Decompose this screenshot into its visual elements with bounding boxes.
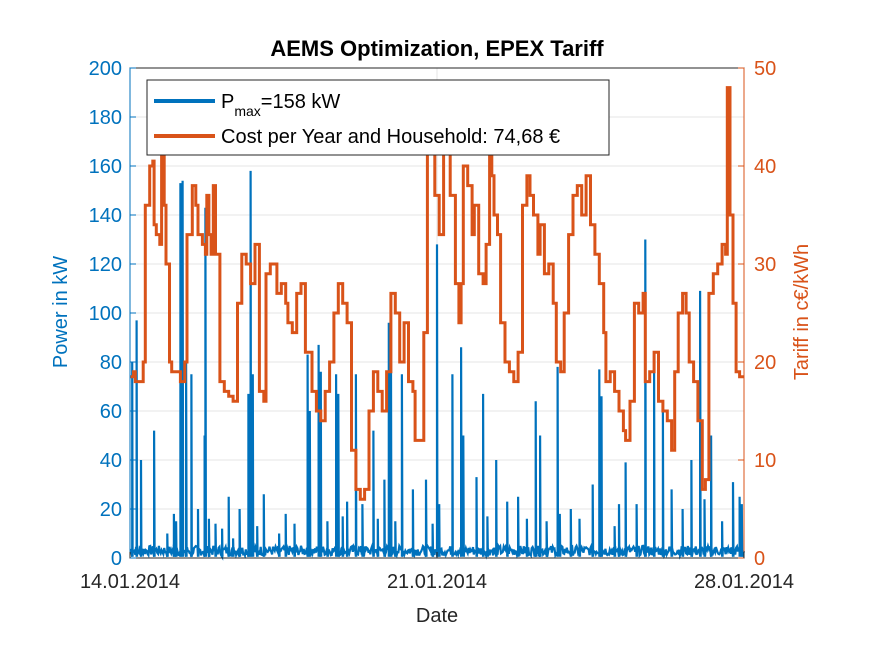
power-line — [129, 170, 746, 561]
right-axis: 0 10 20 30 40 50 — [738, 58, 776, 570]
y-axis-label-left: Power in kW — [50, 256, 72, 368]
y-axis-label-right: Tariff in c€/kWh — [791, 244, 813, 380]
right-tick-label: 50 — [754, 58, 776, 80]
tariff-series — [130, 86, 744, 501]
left-tick-label: 40 — [100, 450, 122, 472]
legend-power-subscript: max — [234, 103, 260, 119]
legend-box — [146, 79, 610, 156]
left-tick-label: 120 — [89, 254, 122, 276]
right-tick-label: 0 — [754, 548, 765, 570]
left-tick-label: 80 — [100, 352, 122, 374]
right-tick-label: 30 — [754, 254, 776, 276]
left-tick-label: 140 — [89, 205, 122, 227]
right-tick-label: 10 — [754, 450, 776, 472]
left-tick-label: 180 — [89, 107, 122, 129]
x-tick-label: 14.01.2014 — [80, 571, 180, 593]
legend-label-power: Pmax=158 kW — [221, 91, 340, 119]
legend-power-prefix: P — [221, 91, 234, 113]
x-tick-label: 21.01.2014 — [387, 571, 487, 593]
right-tick-label: 20 — [754, 352, 776, 374]
legend: Pmax=158 kW Cost per Year and Household:… — [146, 79, 610, 156]
legend-label-tariff: Cost per Year and Household: 74,68 € — [221, 126, 560, 148]
left-tick-label: 0 — [111, 548, 122, 570]
left-tick-label: 200 — [89, 58, 122, 80]
chart-title: AEMS Optimization, EPEX Tariff — [270, 36, 604, 61]
legend-power-suffix: =158 kW — [261, 91, 341, 113]
left-axis: 0 20 40 60 80 100 120 140 160 180 200 — [89, 58, 136, 570]
x-axis-label: Date — [416, 605, 458, 627]
left-tick-label: 20 — [100, 499, 122, 521]
left-tick-label: 100 — [89, 303, 122, 325]
power-series — [129, 170, 746, 561]
left-tick-label: 160 — [89, 156, 122, 178]
right-tick-label: 40 — [754, 156, 776, 178]
tariff-line — [130, 86, 744, 501]
x-axis: 14.01.2014 21.01.2014 28.01.2014 — [80, 552, 794, 593]
left-tick-label: 60 — [100, 401, 122, 423]
x-tick-label: 28.01.2014 — [694, 571, 794, 593]
